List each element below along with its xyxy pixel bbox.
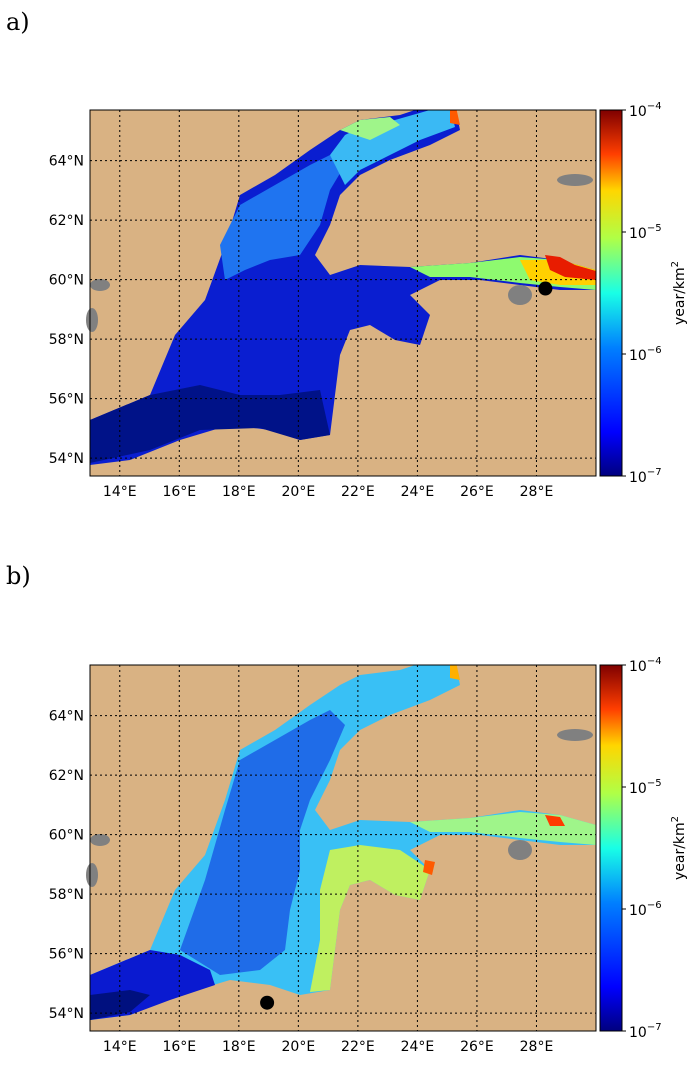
lat-tick-label: 60°N bbox=[49, 828, 84, 844]
lat-tick-label: 56°N bbox=[49, 947, 84, 963]
lon-tick-label: 28°E bbox=[520, 1039, 554, 1055]
panel-b-map: 14°E 16°E 18°E 20°E 22°E 24°E 26°E 28°E 64°N 62°… bbox=[49, 656, 688, 1055]
lon-tick-label: 22°E bbox=[341, 1039, 375, 1055]
lon-tick-label: 14°E bbox=[103, 1039, 137, 1055]
colorbar-unit-label: year/km2 bbox=[670, 816, 688, 880]
grid-a bbox=[90, 110, 596, 476]
lon-tick-label: 28°E bbox=[520, 484, 554, 500]
lat-tick-label: 60°N bbox=[49, 273, 84, 289]
lon-tick-label: 20°E bbox=[282, 1039, 316, 1055]
lat-tick-label: 62°N bbox=[49, 768, 84, 784]
lat-tick-label: 58°N bbox=[49, 332, 84, 348]
colorbar-unit-label: year/km2 bbox=[670, 261, 688, 325]
colorbar-tick-label: 10−4 bbox=[629, 656, 662, 675]
lon-tick-label: 14°E bbox=[103, 484, 137, 500]
lat-tick-label: 62°N bbox=[49, 213, 84, 229]
lake-shape bbox=[86, 308, 98, 332]
lat-tick-label: 54°N bbox=[49, 1006, 84, 1022]
colorbar-tick-label: 10−6 bbox=[629, 345, 662, 364]
station-marker bbox=[538, 281, 553, 296]
panel-a-label: a) bbox=[6, 8, 30, 36]
lake-shape bbox=[557, 729, 593, 741]
station-marker bbox=[260, 995, 275, 1010]
colorbar-b bbox=[599, 664, 623, 1032]
lat-tick-label: 64°N bbox=[49, 709, 84, 725]
colorbar-tick-label: 10−6 bbox=[629, 900, 662, 919]
lat-tick-labels-a: 64°N 62°N 60°N 58°N 56°N 54°N bbox=[49, 154, 84, 468]
panel-a-map: 14°E 16°E 18°E 20°E 22°E 24°E 26°E 28°E 64°N 62°… bbox=[49, 101, 688, 500]
lon-tick-label: 24°E bbox=[401, 1039, 435, 1055]
lake-shape bbox=[557, 174, 593, 186]
colorbar-tick-labels-b: 10−4 10−5 10−6 10−7 bbox=[622, 656, 662, 1041]
colorbar-tick-label: 10−7 bbox=[629, 1022, 662, 1041]
panel-a-figure: 14°E 16°E 18°E 20°E 22°E 24°E 26°E 28°E 64°N 62°… bbox=[0, 95, 700, 515]
lon-tick-label: 18°E bbox=[222, 484, 256, 500]
colorbar-tick-label: 10−5 bbox=[629, 223, 662, 242]
lon-tick-label: 22°E bbox=[341, 484, 375, 500]
lon-tick-label: 16°E bbox=[162, 484, 196, 500]
lon-tick-labels-a: 14°E 16°E 18°E 20°E 22°E 24°E 26°E 28°E bbox=[103, 484, 553, 500]
lake-shape bbox=[90, 834, 110, 846]
lon-tick-label: 24°E bbox=[401, 484, 435, 500]
colorbar-tick-label: 10−5 bbox=[629, 778, 662, 797]
lon-tick-label: 26°E bbox=[460, 484, 494, 500]
lake-shape bbox=[508, 840, 532, 860]
lake-shape bbox=[90, 279, 110, 291]
lat-tick-label: 58°N bbox=[49, 887, 84, 903]
lon-tick-labels-b: 14°E 16°E 18°E 20°E 22°E 24°E 26°E 28°E bbox=[103, 1039, 553, 1055]
panel-b-figure: 14°E 16°E 18°E 20°E 22°E 24°E 26°E 28°E 64°N 62°… bbox=[0, 650, 700, 1070]
colorbar-tick-label: 10−4 bbox=[629, 101, 662, 120]
grid-b bbox=[90, 665, 596, 1031]
sea-field-a bbox=[90, 110, 596, 465]
lat-tick-label: 56°N bbox=[49, 392, 84, 408]
sea-field-b bbox=[90, 665, 596, 1020]
colorbar-tick-labels-a: 10−4 10−5 10−6 10−7 bbox=[622, 101, 662, 486]
colorbar-a bbox=[599, 109, 623, 477]
lon-tick-label: 18°E bbox=[222, 1039, 256, 1055]
lat-tick-labels-b: 64°N 62°N 60°N 58°N 56°N 54°N bbox=[49, 709, 84, 1023]
lon-tick-label: 26°E bbox=[460, 1039, 494, 1055]
panel-b-label: b) bbox=[6, 562, 31, 590]
lon-tick-label: 20°E bbox=[282, 484, 316, 500]
lake-shape bbox=[86, 863, 98, 887]
colorbar-tick-label: 10−7 bbox=[629, 467, 662, 486]
lon-tick-label: 16°E bbox=[162, 1039, 196, 1055]
lat-tick-label: 64°N bbox=[49, 154, 84, 170]
lake-shape bbox=[508, 285, 532, 305]
lat-tick-label: 54°N bbox=[49, 451, 84, 467]
